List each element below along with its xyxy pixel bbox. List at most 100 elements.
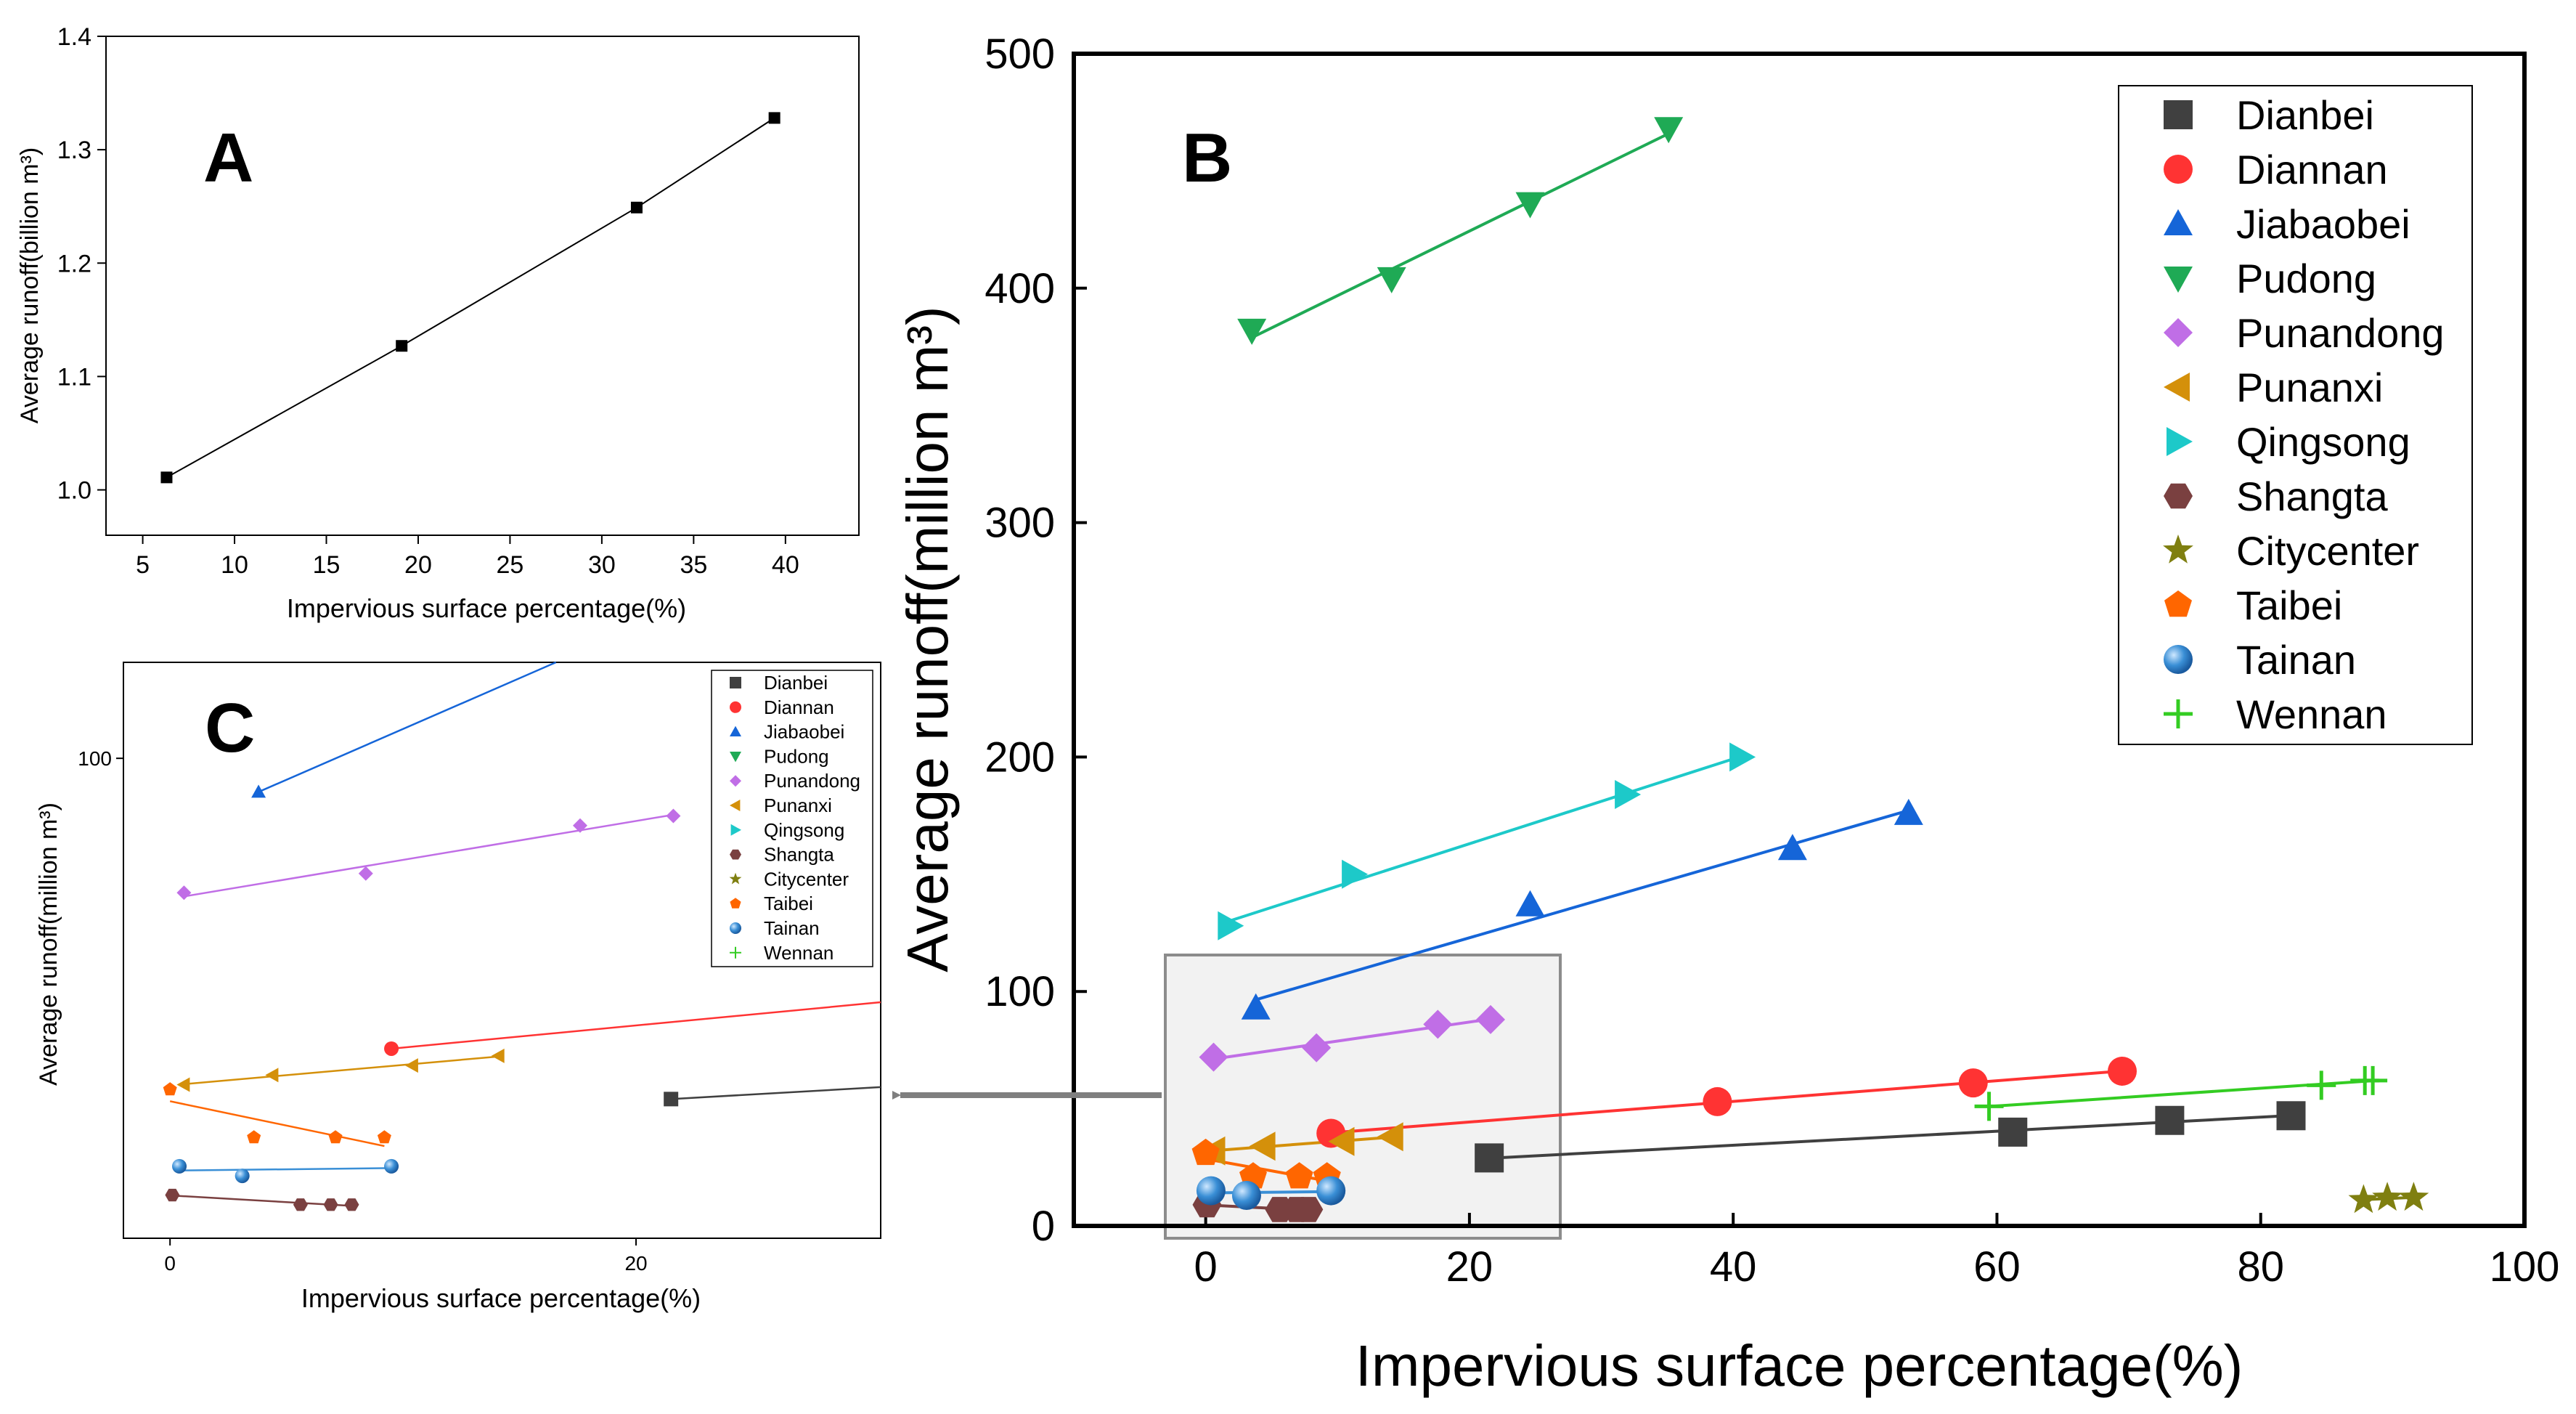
panel-c-data-point bbox=[344, 1198, 359, 1211]
panel-b-data-point bbox=[1285, 1162, 1313, 1189]
panel-c-data-point bbox=[404, 1058, 418, 1073]
panel-b-data-point bbox=[1515, 192, 1545, 219]
panel-a-x-tick-label: 15 bbox=[313, 551, 341, 579]
panel-a-x-tick-label: 5 bbox=[136, 551, 150, 579]
panel-b-data-point bbox=[1377, 267, 1406, 293]
panel-c-ticks: 0 20 100 bbox=[78, 747, 647, 1275]
panel-b-data-point bbox=[2155, 1105, 2185, 1135]
panel-b-legend-label: Qingsong bbox=[2236, 419, 2410, 465]
panel-b-data-point bbox=[1231, 1181, 1261, 1211]
panel-b-y-tick-label: 200 bbox=[985, 734, 1055, 781]
panel-b-ticks: 0 20 40 60 80 100 0 100 200 300 400 500 bbox=[985, 31, 2559, 1291]
panel-c-fit-line bbox=[184, 813, 674, 898]
panel-c-legend-marker bbox=[730, 898, 741, 909]
panel-b-data-point bbox=[1476, 1004, 1505, 1034]
panel-c-fit-line bbox=[184, 1055, 499, 1086]
panel-c-legend-marker bbox=[729, 872, 742, 885]
panel-c-data-point bbox=[377, 1130, 391, 1144]
panel-c-data-point bbox=[328, 1130, 343, 1144]
panel-b-data-point bbox=[1703, 1086, 1732, 1116]
panel-a-data-point bbox=[160, 471, 173, 484]
panel-c-data-point bbox=[666, 808, 681, 824]
panel-c-data-point bbox=[323, 1198, 338, 1211]
panel-c-legend-marker bbox=[730, 775, 741, 787]
panel-b-legend-marker bbox=[2164, 100, 2193, 129]
panel-c-legend-label: Pudong bbox=[764, 745, 829, 767]
panel-a-label: A bbox=[203, 119, 253, 197]
panel-a-y-axis-label: Average runoff(billion m³) bbox=[16, 147, 44, 423]
panel-c-fit-line bbox=[169, 1100, 385, 1147]
panel-b-legend-label: Pudong bbox=[2236, 256, 2376, 301]
panel-b-data-point bbox=[1475, 1143, 1504, 1173]
panel-b-data-point bbox=[2108, 1056, 2137, 1086]
panel-a-lines bbox=[166, 117, 775, 479]
panel-c-legend-box bbox=[711, 670, 873, 967]
panel-c-data-point bbox=[293, 1198, 308, 1211]
panel-c-legend-marker bbox=[730, 922, 741, 934]
panel-b-x-tick-label: 40 bbox=[1710, 1243, 1757, 1291]
panel-a-data-point bbox=[396, 340, 408, 352]
panel-c-legend-marker bbox=[730, 752, 741, 763]
panel-c-y-tick-label: 100 bbox=[78, 747, 112, 770]
panel-c-x-tick-label: 20 bbox=[624, 1252, 647, 1275]
panel-b-fit-line bbox=[1255, 808, 1909, 1001]
panel-b-fit-line bbox=[1228, 755, 1742, 922]
panel-b-legend: Dianbei Diannan Jiabaobei Pudong Punandong Pu… bbox=[2118, 85, 2473, 745]
panel-b-data-point bbox=[1237, 318, 1267, 345]
panel-b-y-tick-label: 100 bbox=[985, 968, 1055, 1015]
panel-c-legend-label: Dianbei bbox=[764, 672, 828, 694]
panel-a-y-tick-label: 1.3 bbox=[57, 137, 91, 164]
panel-b-data-point bbox=[2398, 1182, 2429, 1211]
panel-b-data-point bbox=[1302, 1033, 1332, 1062]
panel-b-fit-line bbox=[1213, 1135, 1392, 1153]
panel-c-data-point bbox=[573, 818, 587, 833]
panel-b-legend-label: Shangta bbox=[2236, 474, 2388, 519]
panel-c-data-point bbox=[176, 1077, 190, 1092]
panel-c-legend-marker bbox=[730, 726, 741, 736]
panel-c-data-point bbox=[358, 866, 373, 881]
panel-c-legend-label: Tainan bbox=[764, 917, 820, 939]
panel-b-x-tick-label: 100 bbox=[2490, 1243, 2560, 1291]
panel-b-data-point bbox=[1729, 742, 1756, 772]
panel-b-legend-marker bbox=[2164, 267, 2193, 293]
panel-a-x-tick-label: 25 bbox=[497, 551, 524, 579]
panel-b-data-point bbox=[1615, 780, 1642, 809]
panel-c-data-point bbox=[172, 1158, 187, 1174]
panel-b-y-tick-label: 400 bbox=[985, 265, 1055, 312]
panel-b-y-tick-label: 300 bbox=[985, 500, 1055, 547]
panel-b-data-point bbox=[1294, 1197, 1324, 1222]
panel-c-y-axis-label: Average runoff(million m³) bbox=[35, 803, 62, 1086]
panel-b-legend-box bbox=[2118, 85, 2473, 745]
panel-a-x-tick-label: 40 bbox=[772, 551, 799, 579]
panel-a-y-tick-label: 1.0 bbox=[57, 477, 91, 505]
panel-b-x-tick-label: 0 bbox=[1194, 1243, 1218, 1291]
panel-b-data-point bbox=[1342, 859, 1369, 889]
panel-a-x-tick-label: 10 bbox=[221, 551, 248, 579]
panel-c-fit-line bbox=[172, 1194, 352, 1207]
panel-b-legend-marker bbox=[2164, 590, 2192, 617]
panel-a-markers bbox=[160, 112, 780, 484]
panel-b-label: B bbox=[1182, 119, 1232, 197]
panel-b-legend-marker bbox=[2164, 318, 2193, 347]
panel-b-x-tick-label: 20 bbox=[1446, 1243, 1493, 1291]
panel-c-data-point bbox=[163, 1082, 177, 1096]
panel-b-legend-label: Citycenter bbox=[2236, 528, 2419, 574]
panel-b: 0 20 40 60 80 100 0 100 200 300 400 500 B Imperviou… bbox=[895, 31, 2559, 1398]
panel-b-data-point bbox=[1241, 993, 1271, 1020]
panel-b-x-axis-label: Impervious surface percentage(%) bbox=[1356, 1333, 2243, 1398]
panel-b-legend-label: Taibei bbox=[2236, 582, 2342, 628]
panel-b-data-point bbox=[2372, 1182, 2402, 1211]
panel-b-legend-marker bbox=[2167, 427, 2193, 456]
panel-b-data-point bbox=[2276, 1101, 2306, 1131]
panel-b-legend-marker bbox=[2164, 155, 2193, 184]
panel-b-y-tick-label: 0 bbox=[1032, 1203, 1055, 1250]
panel-a-y-tick-label: 1.4 bbox=[57, 23, 91, 51]
panel-b-data-point bbox=[2348, 1184, 2379, 1214]
panel-b-legend-label: Punanxi bbox=[2236, 365, 2383, 410]
panel-b-legend-marker bbox=[2164, 209, 2193, 235]
panel-b-legend-label: Punandong bbox=[2236, 310, 2445, 356]
panel-a-x-tick-label: 20 bbox=[404, 551, 432, 579]
panel-c: 0 20 100 C Impervious surface percentage(%… bbox=[35, 661, 881, 1313]
